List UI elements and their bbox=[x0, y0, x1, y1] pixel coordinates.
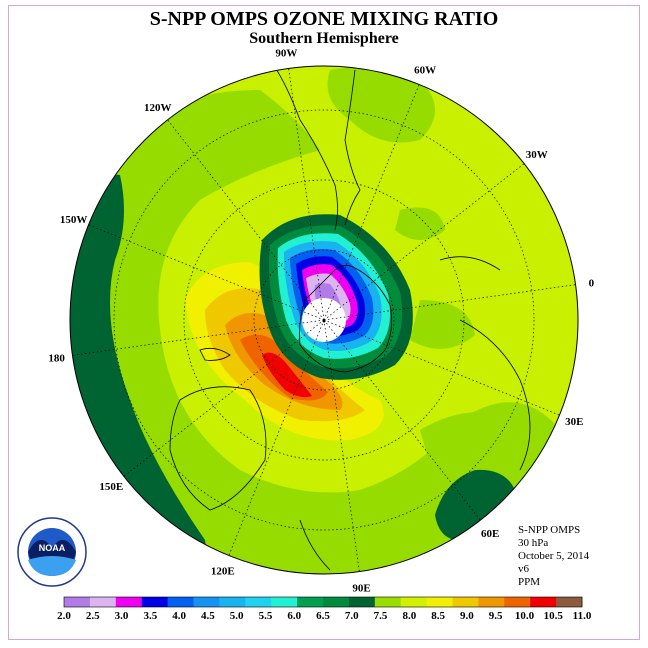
chart-title: S-NPP OMPS OZONE MIXING RATIO bbox=[149, 8, 499, 30]
longitude-label: 0 bbox=[589, 277, 595, 289]
ozone-field bbox=[70, 66, 578, 574]
noaa-logo: NOAA bbox=[17, 517, 87, 587]
colorbar-swatch bbox=[323, 597, 350, 607]
colorbar-label: 3.5 bbox=[143, 610, 157, 622]
longitude-label: 120E bbox=[211, 565, 235, 577]
longitude-label: 120W bbox=[144, 102, 172, 114]
logo-wave-icon bbox=[28, 556, 76, 576]
info-units: PPM bbox=[518, 576, 541, 588]
map-frame bbox=[8, 5, 640, 640]
colorbar-label: 6.5 bbox=[316, 610, 330, 622]
colorbar-swatch bbox=[530, 597, 557, 607]
colorbar-swatch bbox=[219, 597, 246, 607]
colorbar-label: 2.0 bbox=[57, 610, 71, 622]
longitude-label: 90E bbox=[352, 582, 370, 594]
lat-circle-3 bbox=[113, 109, 535, 531]
africa-coast bbox=[459, 319, 531, 471]
australia-coast bbox=[169, 386, 267, 511]
south-atlantic-coast bbox=[439, 256, 501, 271]
colorbar-swatch bbox=[348, 597, 376, 607]
colorbar-swatch bbox=[297, 597, 324, 607]
colorbar-swatch bbox=[504, 597, 531, 607]
colorbar-swatch bbox=[452, 597, 479, 607]
chart-subtitle: Southern Hemisphere bbox=[249, 30, 399, 47]
colorbar-label: 4.5 bbox=[201, 610, 215, 622]
south-america-east-coast bbox=[344, 69, 361, 226]
colorbar-label: 9.0 bbox=[460, 610, 474, 622]
colorbar-border bbox=[63, 596, 583, 608]
info-version: v6 bbox=[518, 563, 529, 575]
south-america-coast bbox=[269, 66, 338, 231]
info-level: 30 hPa bbox=[518, 537, 549, 549]
longitude-label: 180 bbox=[48, 353, 65, 365]
colorbar-swatch bbox=[271, 597, 298, 607]
longitude-label: 60E bbox=[481, 528, 499, 540]
colorbar-swatch bbox=[245, 597, 272, 607]
colorbar-label: 7.5 bbox=[374, 610, 388, 622]
logo-text: NOAA bbox=[39, 543, 66, 553]
colorbar-label: 5.5 bbox=[259, 610, 273, 622]
info-block: S-NPP OMPS 30 hPa October 5, 2014 v6 PPM bbox=[518, 524, 589, 589]
island bbox=[199, 347, 231, 361]
colorbar-label: 9.5 bbox=[489, 610, 503, 622]
graticule bbox=[72, 68, 576, 572]
colorbar-label: 4.0 bbox=[172, 610, 186, 622]
colorbar-label: 10.5 bbox=[544, 610, 564, 622]
max-red bbox=[262, 352, 312, 398]
coastlines bbox=[169, 66, 531, 571]
colorbar-swatch bbox=[374, 597, 402, 607]
globe-outline bbox=[69, 65, 579, 575]
longitude-label: 90W bbox=[275, 48, 297, 60]
colorbar-label: 3.0 bbox=[115, 610, 129, 622]
colorbar-label: 10.0 bbox=[515, 610, 535, 622]
green-patch-east bbox=[410, 300, 475, 349]
green-patch-se bbox=[420, 412, 547, 508]
colorbar: 2.0 2.5 3.0 3.5 4.0 4.5 5.0 5.5 6.0 6.5 7.0 7.5 8.0 8… bbox=[57, 596, 592, 622]
longitude-labels: 90W 60W 30W 0 30E 60E 90E 120E 150E 180 150W 120W bbox=[48, 48, 594, 595]
indian-ocean-coast bbox=[299, 519, 331, 571]
longitude-label: 150W bbox=[60, 214, 88, 226]
colorbar-label: 6.0 bbox=[287, 610, 301, 622]
colorbar-swatch bbox=[556, 597, 583, 607]
colorbar-label: 8.5 bbox=[431, 610, 445, 622]
colorbar-label: 7.0 bbox=[345, 610, 359, 622]
south-pole bbox=[322, 319, 326, 323]
colorbar-label: 11.0 bbox=[573, 610, 592, 622]
colorbar-swatch bbox=[400, 597, 428, 607]
longitude-label: 30E bbox=[565, 416, 583, 428]
colorbar-swatch bbox=[478, 597, 505, 607]
longitude-label: 30W bbox=[526, 149, 548, 161]
colorbar-swatch bbox=[426, 597, 453, 607]
antarctica-coast bbox=[299, 265, 393, 373]
green-patch-ne bbox=[395, 207, 445, 240]
lat-circle-1 bbox=[253, 249, 395, 391]
green-patch-north bbox=[327, 66, 435, 143]
longitude-label: 150E bbox=[99, 481, 123, 493]
colorbar-label: 5.0 bbox=[230, 610, 244, 622]
info-instrument: S-NPP OMPS bbox=[518, 524, 581, 536]
colorbar-swatch bbox=[89, 597, 117, 607]
colorbar-label: 2.5 bbox=[86, 610, 100, 622]
colorbar-swatch bbox=[115, 597, 143, 607]
info-date: October 5, 2014 bbox=[518, 550, 590, 562]
longitude-label: 60W bbox=[414, 65, 436, 77]
colorbar-label: 8.0 bbox=[402, 610, 416, 622]
colorbar-swatch bbox=[167, 597, 194, 607]
colorbar-swatch bbox=[64, 597, 91, 607]
lat-circle-2 bbox=[183, 179, 465, 461]
colorbar-swatch bbox=[193, 597, 220, 607]
colorbar-swatch bbox=[141, 597, 169, 607]
